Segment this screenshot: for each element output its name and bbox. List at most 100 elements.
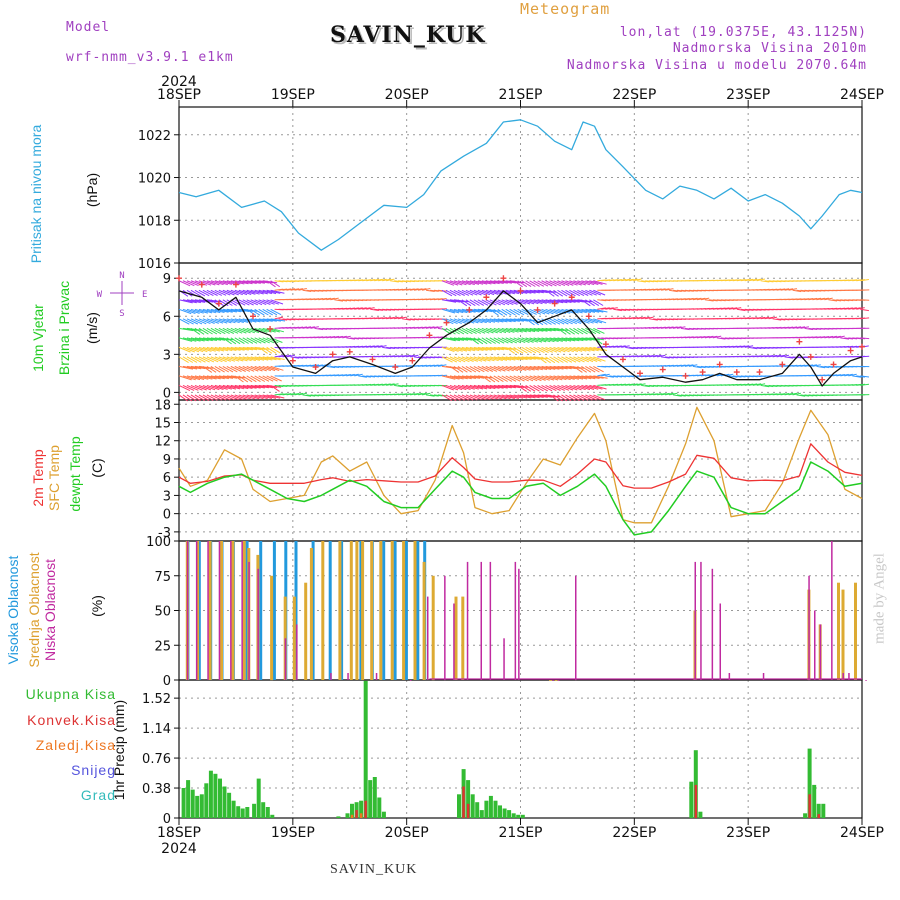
wind-barb — [824, 297, 833, 301]
wind-barb — [577, 289, 589, 296]
wind-barb — [597, 307, 606, 310]
wind-barb — [453, 299, 469, 303]
wind-barb — [469, 394, 482, 401]
wind-barb — [310, 326, 319, 329]
wind-barb — [290, 326, 300, 329]
wind-barb — [338, 374, 348, 377]
wind-barb — [238, 375, 249, 383]
wind-barb — [549, 280, 561, 287]
wind-barb — [708, 335, 718, 339]
wind-barb — [489, 346, 505, 351]
cloud-bar — [728, 673, 731, 680]
wind-barb — [537, 289, 552, 293]
wind-barb — [182, 356, 194, 363]
wind-barb — [214, 384, 228, 390]
wind-barb — [553, 394, 563, 402]
cloud-bar — [294, 541, 298, 680]
wind-barb — [557, 384, 570, 391]
wind-barb — [780, 354, 789, 358]
wind-barb — [509, 337, 522, 344]
wind-barb — [513, 318, 529, 322]
wind-barb — [533, 365, 548, 371]
cloud-bar — [309, 548, 313, 680]
wind-barb — [557, 337, 572, 342]
wind-barb — [429, 394, 439, 397]
wind-barb — [338, 299, 348, 302]
wind-barb — [214, 346, 229, 352]
wind-barb — [748, 346, 758, 350]
wind-barb — [557, 289, 568, 297]
wind-barb — [206, 356, 219, 363]
wind-barb — [226, 356, 240, 362]
wind-barb — [573, 394, 585, 401]
wind-barb — [230, 356, 244, 362]
wind-barb — [728, 307, 738, 310]
wind-barb — [182, 384, 195, 391]
wind-barb — [190, 365, 206, 370]
wind-barb — [417, 356, 427, 359]
wind-barb — [497, 280, 512, 284]
wind-barb — [182, 394, 193, 402]
wind-barb — [282, 288, 292, 291]
wind-barb — [796, 394, 806, 397]
wind-barb — [517, 308, 529, 316]
wind-barb — [521, 365, 535, 371]
wind-barb — [497, 318, 512, 323]
precip-bar — [381, 811, 386, 818]
wind-barb — [688, 364, 698, 367]
wind-barb — [501, 299, 514, 306]
y-tick-label: 1.52 — [142, 692, 171, 707]
wind-barb — [469, 346, 484, 351]
wind-barb — [505, 327, 519, 333]
wind-barb — [186, 365, 202, 370]
wind-barb — [525, 299, 539, 305]
wind-barb — [445, 318, 458, 325]
wind-barb — [477, 375, 493, 379]
wind-barb — [613, 345, 622, 348]
wind-gust-marker — [312, 364, 319, 371]
precip-bar — [252, 803, 257, 818]
wind-barb — [589, 289, 602, 296]
wind-barb — [402, 354, 411, 358]
wind-barb — [537, 384, 549, 392]
wind-barb — [421, 288, 431, 291]
wind-barb — [242, 365, 255, 372]
wind-gust-marker — [232, 281, 239, 288]
wind-barb — [302, 364, 312, 367]
wind-barb — [553, 280, 566, 287]
wind-barb — [194, 318, 207, 325]
wind-barb — [533, 394, 548, 398]
wind-barb — [481, 384, 496, 390]
wind-barb — [736, 375, 746, 378]
wind-barb — [206, 375, 221, 380]
cloud-bar — [444, 575, 446, 681]
wind-gust-marker — [807, 353, 814, 360]
cloud-bar — [270, 575, 274, 681]
wind-barb — [473, 365, 485, 373]
wind-barb — [473, 384, 488, 390]
wind-barb — [537, 327, 552, 332]
wind-gust-marker — [619, 356, 626, 363]
wind-barb — [676, 289, 686, 292]
wind-barb — [258, 308, 269, 316]
wind-barb — [629, 383, 638, 386]
wind-barb — [609, 307, 618, 310]
wind-barb — [449, 299, 465, 303]
wind-barb — [210, 356, 223, 363]
wind-barb — [202, 337, 217, 341]
cloud-bar — [575, 575, 577, 681]
wind-barb — [465, 375, 481, 379]
wind-barb — [696, 336, 706, 339]
wind-barb — [569, 346, 583, 352]
wind-barb — [234, 356, 248, 362]
wind-barb — [453, 289, 465, 296]
wind-barb — [246, 327, 260, 334]
wind-barb — [529, 289, 544, 294]
cloud-bar — [218, 541, 221, 680]
wind-barb — [569, 318, 582, 325]
wind-barb — [194, 346, 208, 353]
wind-barb — [178, 356, 189, 364]
wind-barb — [178, 384, 191, 392]
wind-barb — [366, 307, 375, 310]
wind-barb — [250, 346, 266, 350]
